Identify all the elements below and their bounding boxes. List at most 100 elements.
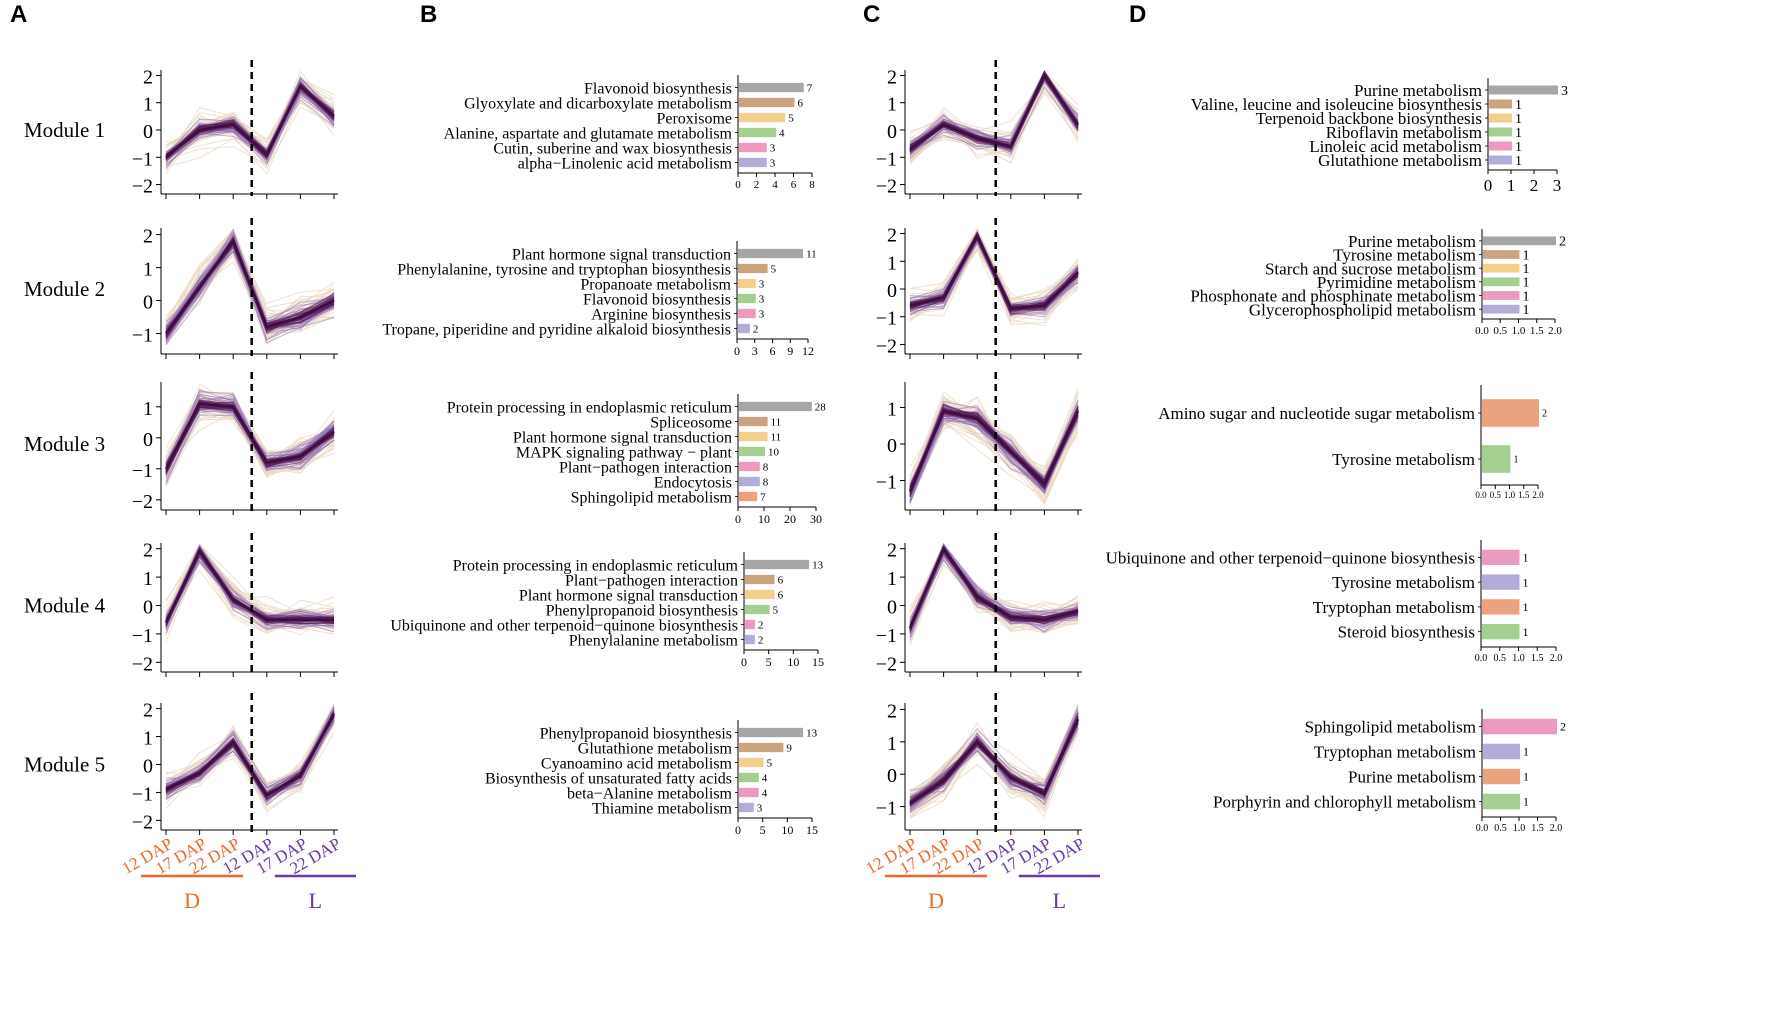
y-tick-label: 1 [143,259,153,281]
trend-lines [164,228,335,346]
x-tick-label: 2 [754,179,760,191]
trend-lines [164,543,335,642]
bar [738,278,756,289]
category-label: Pyrimidine metabolism [1317,273,1476,292]
x-tick-label: 4 [772,179,778,191]
panel-a-module-1: −2 −1 0 1 2 Module 1 [24,60,338,199]
y-tick-label: 1 [887,733,897,755]
category-label: Protein processing in endoplasmic reticu… [453,557,739,574]
category-label: Ubiquinone and other terpenoid−quinone b… [1106,548,1475,567]
bar [739,446,765,457]
category-label: Valine, leucine and isoleucine biosynthe… [1191,95,1482,114]
mean-trend-line [164,238,335,335]
category-label: Terpenoid backbone biosynthesis [1256,109,1482,128]
bar [1483,277,1520,287]
x-tick-label: 1.0 [1513,823,1526,834]
category-label: Spliceosome [650,414,732,431]
category-label: Glutathione metabolism [578,740,733,757]
bar-value-label: 1 [1523,745,1529,759]
category-label: Cyanoamino acid metabolism [541,755,733,772]
bar-value-label: 2 [1560,720,1566,734]
bar-value-label: 2 [1559,235,1566,250]
category-label: MAPK signaling pathway − plant [516,444,733,461]
mean-trend-line [908,546,1079,629]
trend-lines [164,383,335,488]
bar [1483,304,1520,314]
bar-value-label: 7 [807,82,813,94]
bar-value-label: 6 [778,574,784,586]
bar-value-label: 1 [1515,112,1522,127]
bar-value-label: 1 [1523,795,1529,809]
x-tick-label: 0.0 [1475,325,1489,337]
bar [739,157,767,168]
panel-b-module-1: 7 Flavonoid biosynthesis 6 Glyoxylate and d… [444,75,815,191]
bar-value-label: 1 [1523,262,1530,277]
trend-line [165,106,335,169]
bar [1482,445,1511,473]
panel-c-module-1: −2 −1 0 1 2 [876,60,1082,199]
bar [739,787,759,798]
y-tick-label: 2 [143,226,153,248]
bar [745,574,775,585]
panel-d-module-3: 2 Amino sugar and nucleotide sugar metabo… [1158,385,1547,500]
category-label: Glutathione metabolism [1318,151,1482,170]
panel-A: −2 −1 0 1 2 Module 1 −1 0 1 2 Module 2 −2 −1 0 1 Module… [24,60,356,913]
panel-b-module-5: 13 Phenylpropanoid biosynthesis 9 Glutathio… [485,720,818,837]
bar-value-label: 5 [788,112,794,124]
y-tick-label: 0 [143,597,153,619]
category-label: Flavonoid biosynthesis [583,291,731,308]
bar-value-label: 3 [1561,84,1568,99]
x-tick-label: 1.5 [1518,490,1530,500]
category-label: Phenylpropanoid biosynthesis [546,602,738,619]
bar [745,604,770,615]
trend-lines [165,70,335,175]
bar [1489,127,1512,137]
category-label: Biosynthesis of unsaturated fatty acids [485,770,732,787]
trend-lines [165,704,336,814]
category-label: Plant hormone signal transduction [519,587,738,604]
bar-value-label: 1 [1523,575,1529,589]
trend-lines [909,228,1079,327]
category-label: Protein processing in endoplasmic reticu… [447,399,733,416]
bar-value-label: 3 [770,157,776,169]
module-label: Module 5 [24,753,105,777]
panel-letter-b: B [420,1,437,28]
module-label: Module 2 [24,277,105,301]
category-label: Phosphonate and phosphinate metabolism [1190,287,1476,306]
trend-line [909,543,1079,640]
bar-value-label: 9 [786,742,792,754]
bars: 13 Phenylpropanoid biosynthesis 9 Glutathio… [485,725,818,817]
x-tick-label: 0.5 [1493,325,1507,337]
trend-lines [909,704,1080,820]
bar [745,619,755,630]
category-label: Alanine, aspartate and glutamate metabol… [444,125,733,142]
x-tick-label: 1 [1507,176,1516,195]
mean-trend-line [909,718,1080,805]
panel-a-module-4: −2 −1 0 1 2 Module 4 [24,533,338,677]
x-tick-label: 0.0 [1475,653,1488,664]
x-tick-label: 0 [734,344,740,358]
x-tick-label: 0 [1484,176,1493,195]
bar-value-label: 5 [767,757,773,769]
bars: 2 Amino sugar and nucleotide sugar metabo… [1158,399,1547,473]
x-tick-label: 5 [766,655,772,669]
y-tick-label: −2 [132,491,153,513]
bar [739,97,795,108]
bar [738,308,756,319]
y-tick-label: −1 [876,625,897,647]
x-tick-label: 9 [787,344,793,358]
category-label: Phenylalanine, tyrosine and tryptophan b… [397,261,731,278]
mean-trend-line [909,72,1080,151]
bars: 2 Sphingolipid metabolism 1 Tryptophan meta… [1213,718,1566,812]
bar-value-label: 8 [763,461,769,473]
y-tick-label: 2 [143,66,153,88]
bar-value-label: 1 [1523,248,1530,263]
bar-value-label: 6 [798,97,804,109]
x-tick-label: 0.5 [1490,490,1502,500]
x-tick-label: 6 [791,179,797,191]
x-tick-label: 3 [752,344,758,358]
bar [1483,250,1520,259]
category-label: Flavonoid biosynthesis [584,80,732,97]
